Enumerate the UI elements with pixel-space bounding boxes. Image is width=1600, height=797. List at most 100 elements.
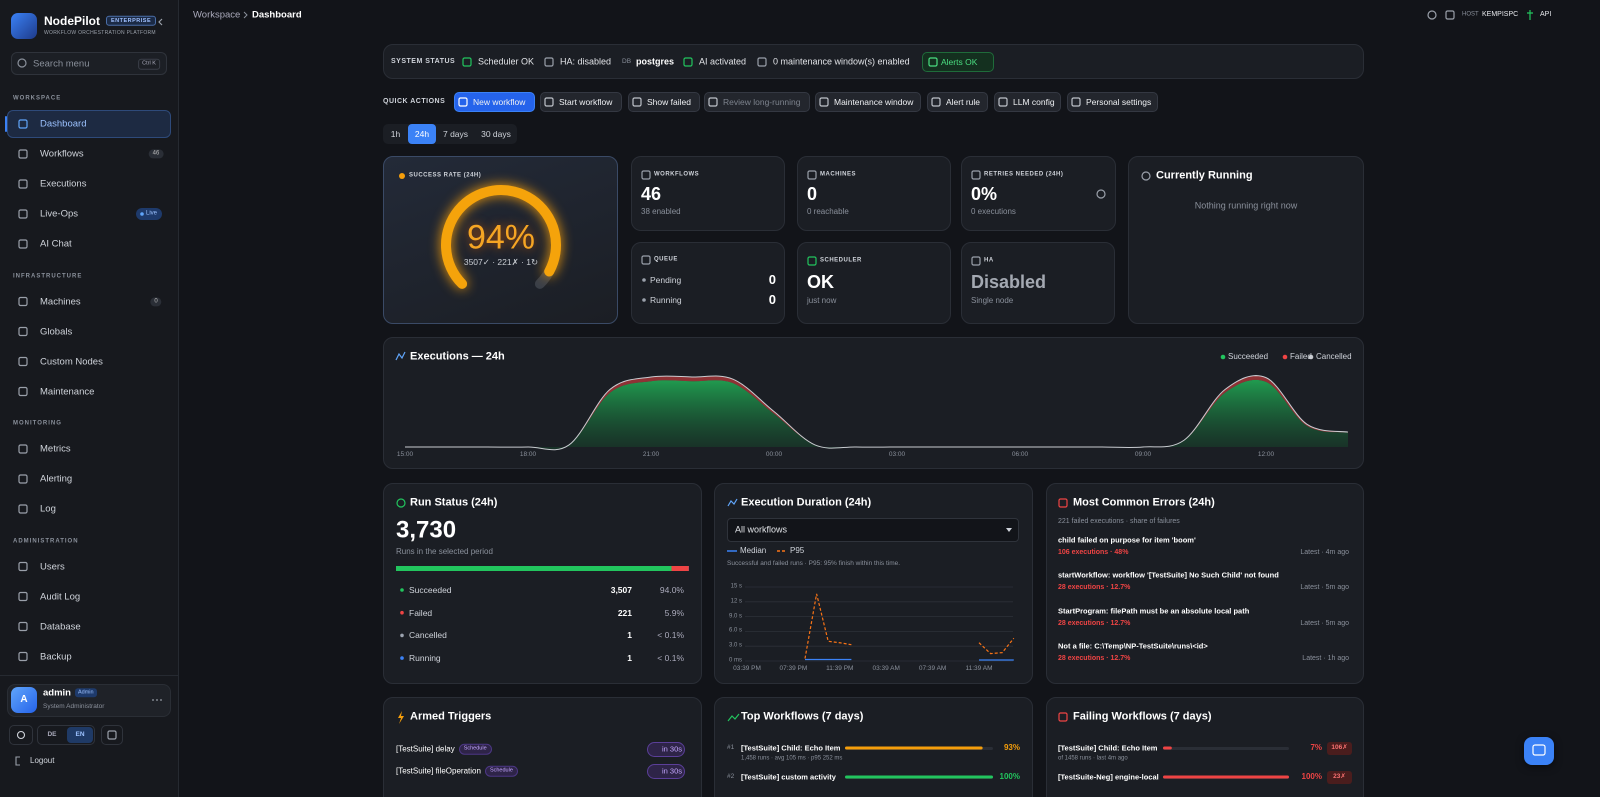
logout[interactable]: Logout: [30, 756, 55, 766]
breadcrumb[interactable]: Workspace: [193, 9, 241, 21]
brand-tagline: WORKFLOW ORCHESTRATION PLATFORM: [44, 30, 156, 36]
nav-label: Live-Ops: [40, 208, 79, 220]
action-label: Alert rule: [946, 96, 981, 107]
action-button[interactable]: [628, 92, 700, 112]
language-group: [37, 725, 95, 745]
kpi-sub: 0 reachable: [807, 207, 849, 217]
status-label: Running: [409, 653, 441, 663]
nav-label: Globals: [40, 325, 73, 337]
nav-badge: 0: [150, 296, 162, 307]
queue-label: Pending: [650, 274, 682, 285]
action-label: New workflow: [473, 96, 526, 107]
card-title: Currently Running: [1156, 169, 1253, 182]
kpi-card: [631, 156, 785, 231]
trigger-name: [TestSuite] delay: [396, 744, 455, 754]
x-tick-label: 00:00: [765, 451, 783, 459]
docs-button[interactable]: [101, 725, 123, 745]
kpi-sub: Single node: [971, 296, 1014, 306]
kpi-label: QUEUE: [654, 256, 678, 263]
x-tick-label: 18:00: [519, 451, 537, 459]
alerts-pill[interactable]: [922, 52, 994, 72]
fail-count: 23✗: [1333, 773, 1346, 781]
kpi-label: WORKFLOWS: [654, 171, 700, 178]
card-title: Run Status (24h): [410, 496, 498, 509]
quick-actions-label: QUICK ACTIONS: [383, 97, 446, 105]
error-latest: Latest · 1h ago: [1302, 654, 1349, 662]
nav-label: Workflows: [40, 148, 84, 160]
status-item: Scheduler OK: [478, 56, 535, 67]
y-tick-label: 6.0 s: [728, 627, 742, 634]
sidebar-divider: [0, 675, 179, 676]
time-range[interactable]: [408, 124, 436, 144]
x-tick-label: 12:00: [1257, 451, 1275, 459]
action-button[interactable]: [927, 92, 988, 112]
kpi-label: SUCCESS RATE (24H): [409, 172, 482, 179]
workflow-meta: 1,458 runs · avg 105 ms · p95 252 ms: [741, 755, 843, 762]
action-button[interactable]: [540, 92, 622, 112]
error-stats: 28 executions · 12.7%: [1058, 584, 1131, 592]
host-name: KEMPISPC: [1482, 10, 1519, 18]
user-name-row: admin Admin: [43, 687, 97, 698]
kpi-sub: just now: [807, 296, 837, 306]
nav-label: Users: [40, 560, 65, 572]
action-button[interactable]: [454, 92, 535, 112]
language-option[interactable]: DE: [47, 731, 57, 739]
kpi-value: 0%: [971, 184, 998, 205]
kpi-card: [797, 242, 951, 324]
errors-card: [1046, 483, 1364, 684]
nav-label: Metrics: [40, 443, 71, 455]
bar-track: [1163, 746, 1289, 750]
brand-name: NodePilot: [44, 13, 100, 28]
status-label: SYSTEM STATUS: [391, 57, 456, 65]
action-label: Personal settings: [1086, 96, 1152, 107]
api-status: API: [1540, 10, 1552, 18]
kpi-label: RETRIES NEEDED (24H): [984, 171, 1064, 178]
queue-value: 0: [768, 272, 776, 288]
breadcrumb: Dashboard: [252, 9, 302, 21]
action-label: Review long-running: [723, 96, 801, 107]
action-button[interactable]: [1067, 92, 1158, 112]
action-button[interactable]: [994, 92, 1061, 112]
pct-label: 100%: [1301, 772, 1322, 782]
workflow-meta: of 1458 runs · last 4m ago: [1058, 755, 1128, 762]
card-title: Top Workflows (7 days): [741, 710, 864, 723]
pct-label: 93%: [1003, 743, 1020, 753]
error-latest: Latest · 5m ago: [1300, 619, 1349, 627]
nav-label: Database: [40, 620, 81, 632]
y-tick-label: 12 s: [730, 598, 742, 605]
queue-card: [631, 242, 785, 324]
success-rate-value: 94%: [466, 218, 536, 257]
action-label: LLM config: [1013, 96, 1055, 107]
action-label: Start workflow: [559, 96, 613, 107]
language-option[interactable]: EN: [75, 731, 85, 739]
x-tick-label: 11:39 AM: [965, 665, 993, 673]
host-label: HOST: [1462, 11, 1479, 18]
error-message: child failed on purpose for item 'boom': [1058, 535, 1196, 545]
action-button: [704, 92, 810, 112]
search-box[interactable]: [11, 52, 167, 75]
status-count: 1: [627, 653, 632, 663]
x-tick-label: 06:00: [1011, 451, 1029, 459]
count-pill: [1327, 770, 1352, 784]
kpi-card: [797, 156, 951, 231]
trigger-eta: in 30s: [661, 766, 682, 776]
x-tick-label: 07:39 AM: [918, 665, 947, 673]
legend-label: Failed: [1290, 352, 1312, 362]
filter-select[interactable]: [727, 518, 1019, 542]
theme-button[interactable]: [9, 725, 33, 745]
action-label: Show failed: [647, 96, 691, 107]
nav-badge: Live: [146, 210, 158, 217]
kpi-sub: 38 enabled: [641, 207, 681, 217]
x-tick-label: 21:00: [642, 451, 660, 459]
status-item: 0 maintenance window(s) enabled: [773, 56, 910, 67]
status-share: 94.0%: [659, 584, 684, 595]
time-range-label: 1h: [390, 128, 401, 139]
kpi-value: Disabled: [971, 272, 1047, 293]
fail-count: 106✗: [1331, 744, 1348, 752]
action-button[interactable]: [815, 92, 921, 112]
pct-label: 100%: [999, 772, 1020, 782]
nav-label: Executions: [40, 178, 87, 190]
kpi-label: HA: [984, 257, 994, 264]
card-subtitle: 221 failed executions · share of failure…: [1058, 517, 1180, 525]
section-title: MONITORING: [13, 420, 62, 427]
